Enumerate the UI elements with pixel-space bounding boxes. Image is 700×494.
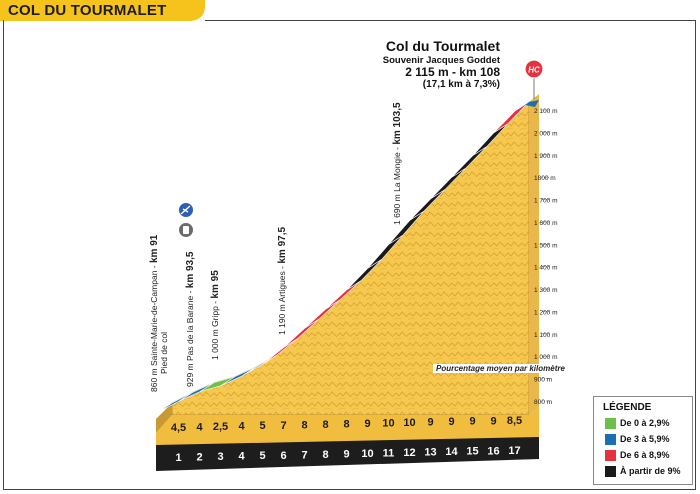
- segment-gradient-label: 9: [364, 418, 370, 430]
- segment-gradient-label: 9: [490, 415, 496, 427]
- legend-label: De 6 à 8,9%: [620, 450, 670, 460]
- segment-gradient-label: 8: [322, 419, 328, 431]
- km-label: 8: [322, 449, 328, 461]
- y-tick-label: 2 000 m: [534, 130, 558, 137]
- km-label: 17: [508, 445, 520, 457]
- km-label: 15: [466, 446, 478, 458]
- summit-name: Col du Tourmalet: [385, 38, 500, 54]
- legend-label: De 0 à 2,9%: [620, 418, 670, 428]
- summit-ramp: [525, 100, 539, 107]
- terrain-right-wall: [529, 94, 539, 415]
- segment-gradient-label: 8: [343, 418, 349, 430]
- y-tick-label: 1 100 m: [534, 332, 558, 339]
- y-tick-label: 900 m: [534, 377, 552, 384]
- hc-badge: [524, 59, 544, 79]
- title-tab: COL DU TOURMALET: [0, 0, 205, 21]
- legend-swatch: [605, 434, 616, 445]
- legend-title: LÉGENDE: [603, 402, 652, 413]
- y-tick-label: 1 700 m: [534, 198, 558, 205]
- legend-swatch: [605, 418, 616, 429]
- segment-gradient-label: 9: [427, 417, 433, 429]
- y-tick-label: 1800 m: [534, 175, 556, 182]
- waypoint-km: km 91: [149, 234, 160, 263]
- y-tick-label: 2 100 m: [534, 108, 558, 115]
- average-gradient-note: Pourcentage moyen par kilomètre: [433, 364, 568, 373]
- km-label: 6: [280, 450, 286, 462]
- segment-gradient-label: 8: [301, 419, 307, 431]
- hc-badge-label: HC: [528, 66, 540, 75]
- summit-gradient-info: (17,1 km à 7,3%): [422, 79, 500, 90]
- segment-gradient-label: 4: [196, 422, 203, 434]
- waypoint-label: 1 000 m Gripp - km 95: [210, 270, 221, 360]
- waypoint-km: km 103,5: [392, 102, 403, 145]
- y-tick-label: 1 600 m: [534, 220, 558, 227]
- km-label: 11: [383, 448, 395, 460]
- y-tick-label: 1 300 m: [534, 287, 558, 294]
- segment-gradient-label: 2,5: [213, 421, 228, 433]
- waypoint-km: km 95: [210, 270, 221, 299]
- waypoint-km: km 93,5: [185, 251, 196, 288]
- waypoint-label: 929 m Pas de la Barane - km 93,5: [185, 251, 196, 387]
- km-label: 7: [301, 449, 307, 461]
- segment-gradient-label: 10: [382, 418, 394, 430]
- y-tick-label: 1 900 m: [534, 153, 558, 160]
- km-label: 14: [445, 446, 458, 458]
- segment-gradient-label: 9: [469, 416, 475, 428]
- legend: LÉGENDE De 0 à 2,9% De 3 à 5,9% De 6 à 8…: [593, 396, 693, 485]
- legend-swatch: [605, 466, 616, 477]
- terrain-side: [156, 403, 172, 433]
- km-label: 13: [424, 447, 436, 459]
- segment-gradient-label: 4,5: [171, 422, 186, 434]
- km-label: 12: [403, 447, 415, 459]
- km-label: 3: [217, 451, 223, 463]
- y-tick-label: 1 500 m: [534, 242, 558, 249]
- waypoint-sublabel: Pied de col: [159, 332, 169, 374]
- km-label: 2: [196, 452, 202, 464]
- segment-gradient-label: 7: [280, 420, 286, 432]
- km-label: 4: [238, 451, 245, 463]
- summit-subtitle: Souvenir Jacques Goddet: [382, 55, 500, 66]
- y-tick-label: 1 400 m: [534, 265, 558, 272]
- segment-gradient-label: 9: [448, 416, 454, 428]
- waypoint-label: 860 m Sainte-Marie-de-Campan - km 91: [149, 234, 160, 392]
- km-strip: [156, 437, 539, 471]
- segment-gradient-label: 5: [259, 420, 265, 432]
- y-tick-label: 1 000 m: [534, 354, 558, 361]
- legend-swatch: [605, 450, 616, 461]
- page-title: COL DU TOURMALET: [8, 2, 167, 19]
- frame-top-line: [205, 20, 696, 21]
- segment-gradient-label: 10: [403, 417, 415, 429]
- cycling-sprint-icon-glyph: [180, 205, 191, 215]
- water-bottle-icon-glyph: [183, 226, 189, 234]
- legend-label: À partir de 9%: [620, 466, 681, 476]
- waypoint-label: 1 690 m La Mongie - km 103,5: [392, 102, 403, 225]
- segment-gradient-label: 8,5: [507, 415, 522, 427]
- legend-label: De 3 à 5,9%: [620, 434, 670, 444]
- summit-altitude-km: 2 115 m - km 108: [405, 65, 500, 79]
- y-tick-label: 1 200 m: [534, 309, 558, 316]
- y-tick-label: 800 m: [534, 399, 552, 406]
- km-label: 1: [175, 452, 181, 464]
- chart-frame: [3, 20, 696, 490]
- km-label: 9: [343, 448, 349, 460]
- km-label: 5: [259, 450, 265, 462]
- segment-gradient-label: 4: [238, 421, 245, 433]
- km-label: 16: [487, 445, 499, 457]
- km-label: 10: [361, 448, 373, 460]
- waypoint-km: km 97,5: [277, 227, 288, 264]
- waypoint-label: 1 190 m Artigues - km 97,5: [277, 227, 288, 335]
